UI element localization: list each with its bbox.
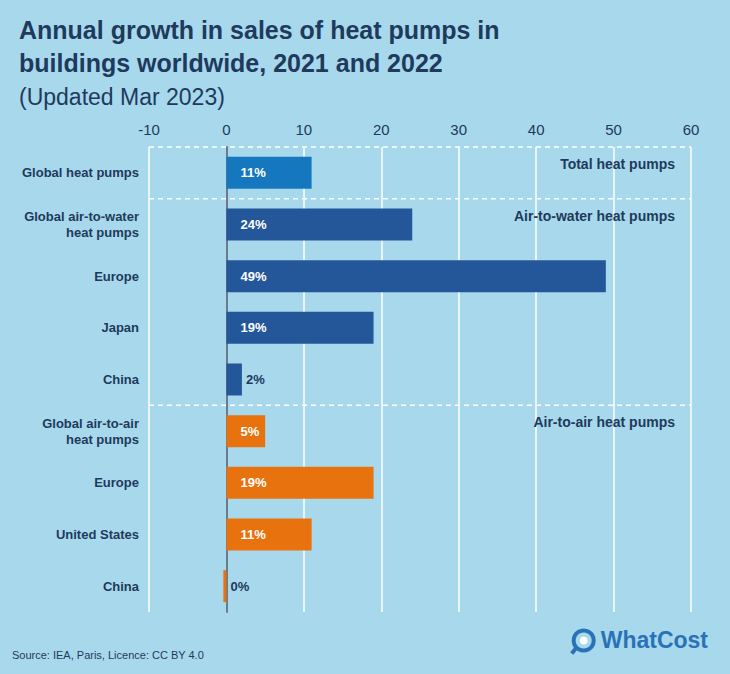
svg-text:Global air-to-air: Global air-to-air [42,416,139,431]
svg-text:China: China [103,372,140,387]
svg-text:20: 20 [373,121,390,138]
svg-text:China: China [103,579,140,594]
svg-text:19%: 19% [240,475,266,490]
svg-text:11%: 11% [240,165,266,180]
svg-text:Europe: Europe [94,475,139,490]
svg-text:Air-to-air heat pumps: Air-to-air heat pumps [533,414,675,430]
svg-text:11%: 11% [240,527,266,542]
svg-text:5%: 5% [240,424,259,439]
svg-text:60: 60 [683,121,700,138]
svg-text:10: 10 [296,121,313,138]
svg-text:Air-to-water heat pumps: Air-to-water heat pumps [514,208,675,224]
svg-text:49%: 49% [240,269,266,284]
svg-text:WhatCost: WhatCost [601,627,709,653]
svg-text:50: 50 [605,121,622,138]
svg-text:Total heat pumps: Total heat pumps [560,156,675,172]
svg-text:Annual growth in sales of heat: Annual growth in sales of heat pumps in [19,16,500,44]
svg-text:Europe: Europe [94,269,139,284]
svg-text:24%: 24% [240,217,266,232]
svg-text:buildings worldwide, 2021 and: buildings worldwide, 2021 and 2022 [19,49,443,77]
svg-text:30: 30 [450,121,467,138]
svg-text:United States: United States [56,527,139,542]
svg-text:0: 0 [222,121,230,138]
svg-text:Japan: Japan [101,320,139,335]
svg-text:19%: 19% [240,320,266,335]
svg-text:-10: -10 [138,121,160,138]
svg-text:Source: IEA, Paris, Licence: C: Source: IEA, Paris, Licence: CC BY 4.0 [12,649,204,661]
svg-text:heat pumps: heat pumps [66,432,139,447]
svg-text:0%: 0% [230,579,249,594]
svg-text:Global air-to-water: Global air-to-water [24,209,139,224]
svg-text:heat pumps: heat pumps [66,225,139,240]
svg-text:(Updated Mar 2023): (Updated Mar 2023) [19,84,225,110]
svg-text:40: 40 [528,121,545,138]
svg-text:Global heat pumps: Global heat pumps [22,165,139,180]
svg-text:2%: 2% [246,372,265,387]
